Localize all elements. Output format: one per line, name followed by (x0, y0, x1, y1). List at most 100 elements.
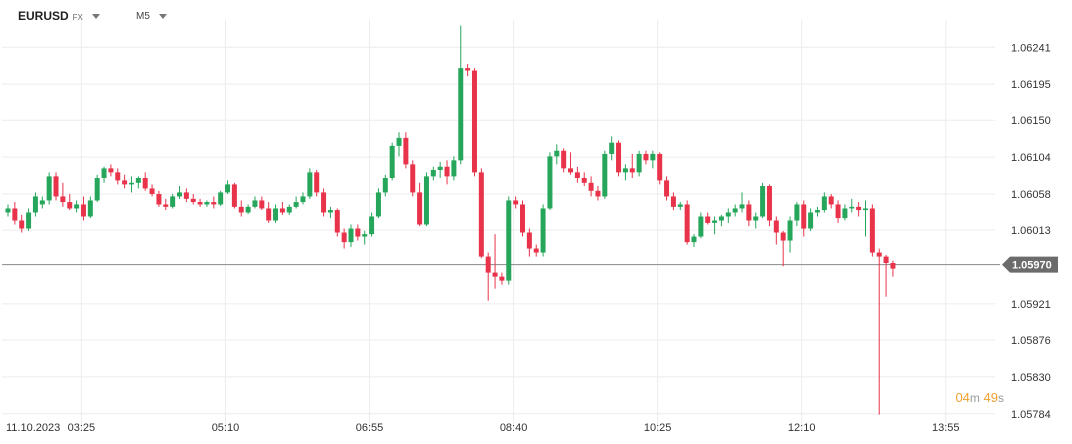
candle (725, 208, 731, 223)
candle-body (266, 208, 272, 221)
time-tick-label: 06:55 (356, 422, 384, 434)
candle-body (108, 168, 114, 173)
candle-body (437, 166, 443, 170)
candle (458, 25, 464, 165)
candle-body (101, 168, 107, 178)
candle (348, 224, 354, 247)
candle (595, 186, 601, 201)
candle-body (650, 153, 656, 161)
price-tag-shape (1002, 256, 1058, 273)
candle (382, 174, 388, 197)
candle-body (177, 192, 182, 197)
candle (856, 202, 862, 217)
price-axis: 1.06241 1.06195 1.06150 1.06104 1.06058 1.060… (1011, 42, 1051, 421)
candle (554, 144, 560, 165)
candle (705, 212, 711, 225)
price-tick-label: 1.05784 (1011, 409, 1051, 421)
candle-body (375, 192, 381, 217)
candle (485, 252, 491, 301)
candle (863, 200, 868, 237)
candle-body (485, 256, 491, 273)
candle (197, 198, 203, 207)
candle-body (430, 169, 436, 177)
candle-body (142, 177, 148, 189)
candle-body (526, 232, 532, 249)
candle (506, 196, 512, 285)
candle-body (636, 153, 642, 173)
timeframe-selector[interactable]: M5 (136, 11, 167, 22)
candle (74, 200, 80, 213)
candle (561, 148, 567, 173)
candle-body (492, 272, 498, 277)
candle-body (389, 145, 395, 178)
candle-body (403, 137, 409, 165)
candle (231, 182, 237, 209)
candle (5, 204, 11, 217)
candle (746, 200, 752, 227)
candle (808, 208, 814, 231)
candle (396, 132, 402, 157)
candle-body (39, 200, 45, 205)
candle-body (684, 204, 690, 243)
candle (629, 153, 635, 178)
candle (821, 192, 827, 213)
price-tick-label: 1.06104 (1011, 152, 1051, 164)
candle-body (218, 192, 224, 205)
candle (293, 196, 299, 209)
candle-body (609, 142, 615, 154)
candle-body (670, 196, 676, 207)
candle-body (554, 150, 560, 157)
candle (732, 204, 738, 217)
candle-body (732, 208, 738, 213)
candle (259, 196, 265, 211)
candle (19, 214, 25, 233)
candle (334, 208, 340, 237)
candle (814, 206, 820, 217)
candle (526, 228, 532, 257)
candle-body (225, 184, 231, 193)
price-tick-label: 1.05921 (1011, 299, 1051, 311)
candle (355, 224, 361, 241)
candle-body (595, 190, 601, 197)
candle-body (465, 68, 471, 71)
candle-body (204, 202, 210, 205)
candle-body (863, 208, 868, 211)
candle (252, 196, 258, 209)
candle (760, 182, 766, 219)
candles-layer (5, 25, 896, 415)
candle-body (814, 210, 820, 213)
candle-body (622, 168, 628, 173)
candle-body (211, 202, 217, 205)
candle-body (170, 196, 176, 207)
candle (142, 172, 148, 191)
candle (547, 152, 553, 211)
candle (211, 196, 217, 209)
candle-body (739, 204, 745, 209)
time-tick-label: 08:40 (500, 422, 528, 434)
chevron-down-icon (91, 13, 100, 19)
candle (849, 198, 855, 213)
candle (46, 172, 52, 205)
candle-body (423, 176, 429, 225)
candle (403, 132, 409, 169)
candle (478, 168, 484, 259)
candle (273, 204, 279, 223)
candle-body (883, 256, 889, 263)
candle (828, 194, 834, 209)
candle-body (780, 232, 786, 241)
chevron-down-icon (158, 14, 167, 19)
candle (581, 172, 587, 187)
candle-body (348, 228, 354, 243)
candle-body (156, 194, 162, 205)
candle (122, 174, 128, 189)
candle (465, 64, 471, 77)
candle-body (279, 208, 285, 213)
candle (286, 204, 292, 215)
candle (225, 180, 231, 195)
symbol-selector[interactable]: EURUSD FX (18, 9, 100, 23)
candle (177, 186, 182, 199)
candle-body (74, 204, 80, 209)
price-tick-label: 1.05830 (1011, 372, 1051, 384)
candle-body (314, 172, 320, 193)
